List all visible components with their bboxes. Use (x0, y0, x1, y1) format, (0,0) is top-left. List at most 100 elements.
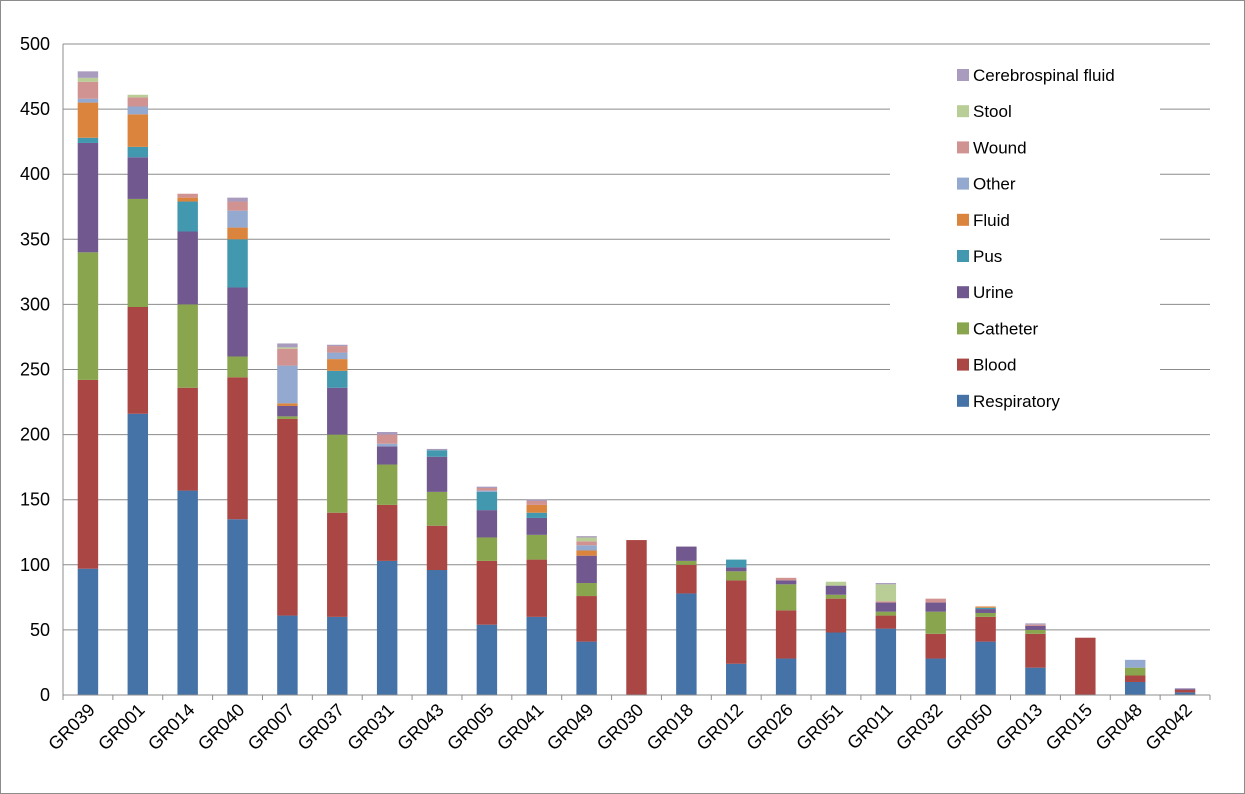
bar-segment-GR007-urine (277, 405, 298, 417)
bar-segment-GR049-respiratory (576, 641, 597, 695)
legend-swatch (957, 358, 969, 371)
bar-segment-GR049-urine (576, 555, 597, 584)
bar-segment-GR039-catheter (77, 252, 99, 380)
bar-segment-GR007-cerebrospinal-fluid (277, 343, 298, 348)
bar-segment-GR039-cerebrospinal-fluid (77, 71, 99, 78)
bar-segment-GR032-respiratory (925, 658, 946, 695)
legend-label: Cerebrospinal fluid (973, 66, 1115, 85)
bar-segment-GR040-urine (227, 287, 248, 357)
y-tick-label: 200 (20, 425, 50, 445)
x-tick-label: GR051 (792, 700, 846, 754)
bar-segment-GR007-blood (277, 418, 298, 616)
bar-segment-GR050-urine (975, 609, 996, 613)
bar-segment-GR014-catheter (177, 304, 198, 388)
bar-segment-GR037-respiratory (327, 616, 348, 695)
bar-segment-GR014-fluid (177, 197, 198, 202)
y-tick-label: 400 (20, 164, 50, 184)
bar-segment-GR039-pus (77, 137, 99, 143)
bar-segment-GR049-catheter (576, 583, 597, 597)
x-tick-label: GR011 (843, 700, 897, 754)
bar-segment-GR050-respiratory (975, 641, 996, 695)
bar-segment-GR001-pus (127, 146, 149, 158)
bar-segment-GR018-urine (676, 546, 697, 561)
bar-segment-GR049-stool (576, 537, 597, 542)
x-tick-label: GR037 (294, 700, 348, 754)
x-tick-label: GR039 (44, 700, 98, 754)
bar-segment-GR037-pus (327, 370, 348, 388)
bar-segment-GR005-urine (476, 510, 498, 538)
bar-segment-GR050-blood (975, 616, 996, 642)
bar-segment-GR007-catheter (277, 416, 298, 419)
x-tick-label: GR001 (94, 700, 148, 754)
bar-segment-GR013-wound (1025, 624, 1046, 626)
x-tick-label: GR049 (543, 700, 597, 754)
bar-segment-GR051-stool (825, 581, 847, 586)
bar-segment-GR048-blood (1124, 675, 1146, 682)
bar-segment-GR005-blood (476, 560, 498, 625)
bar-segment-GR007-stool (277, 347, 298, 349)
bar-segment-GR037-cerebrospinal-fluid (327, 344, 348, 347)
bar-segment-GR039-respiratory (77, 568, 99, 695)
bar-segment-GR051-blood (825, 598, 847, 633)
bar-segment-GR051-catheter (825, 594, 847, 599)
bar-segment-GR032-wound (925, 598, 946, 603)
legend-swatch (957, 177, 969, 190)
bar-segment-GR014-pus (177, 201, 198, 232)
legend-swatch (957, 213, 969, 226)
bar-segment-GR001-wound (127, 97, 149, 107)
bar-segment-GR007-other (277, 365, 298, 404)
x-tick-label: GR040 (194, 700, 248, 754)
bar-segment-GR037-wound (327, 346, 348, 353)
bar-segment-GR031-catheter (376, 464, 398, 505)
bar-segment-GR041-pus (526, 512, 547, 518)
y-tick-label: 100 (20, 555, 50, 575)
legend-swatch (957, 105, 969, 118)
bar-segment-GR001-urine (127, 157, 149, 199)
bar-segment-GR018-blood (676, 564, 697, 594)
bar-segment-GR007-fluid (277, 403, 298, 406)
bar-segment-GR031-urine (376, 446, 398, 465)
bar-segment-GR048-respiratory (1124, 681, 1146, 695)
legend-label: Wound (973, 138, 1027, 157)
legend-label: Urine (973, 283, 1014, 302)
bar-segment-GR041-urine (526, 517, 547, 535)
bar-segment-GR031-respiratory (376, 560, 398, 695)
bar-segment-GR041-catheter (526, 534, 547, 560)
bar-segment-GR012-blood (726, 580, 747, 664)
bar-segment-GR007-wound (277, 348, 298, 366)
bar-segment-GR040-catheter (227, 356, 248, 378)
bar-segment-GR031-wound (376, 434, 398, 444)
bar-segment-GR040-fluid (227, 227, 248, 240)
bar-segment-GR005-respiratory (476, 624, 498, 695)
bar-segment-GR050-fluid (975, 606, 996, 608)
y-tick-label: 0 (40, 685, 50, 705)
bar-segment-GR026-respiratory (775, 658, 797, 695)
legend-label: Stool (973, 102, 1012, 121)
bar-segment-GR039-urine (77, 142, 99, 253)
legend-swatch (957, 286, 969, 299)
legend-background (890, 58, 1160, 432)
bar-segment-GR043-catheter (426, 491, 448, 526)
x-tick-label: GR050 (942, 700, 996, 754)
bar-segment-GR005-wound (476, 487, 498, 491)
bar-segment-GR040-cerebrospinal-fluid (227, 197, 248, 202)
y-tick-label: 250 (20, 360, 50, 380)
bar-segment-GR014-blood (177, 387, 198, 491)
x-tick-label: GR026 (742, 700, 796, 754)
bar-segment-GR032-blood (925, 633, 946, 659)
bars (77, 71, 1196, 695)
bar-segment-GR001-stool (127, 94, 149, 98)
bar-segment-GR026-catheter (775, 584, 797, 611)
x-tick-label: GR041 (493, 700, 547, 754)
bar-segment-GR043-respiratory (426, 570, 448, 695)
bar-segment-GR041-wound (526, 501, 547, 505)
legend-label: Fluid (973, 211, 1010, 230)
bar-segment-GR039-other (77, 98, 99, 103)
bar-segment-GR026-blood (775, 610, 797, 659)
bar-segment-GR005-catheter (476, 537, 498, 561)
x-tick-label: GR031 (344, 700, 398, 754)
bar-segment-GR049-fluid (576, 550, 597, 556)
bar-segment-GR014-respiratory (177, 490, 198, 695)
bar-segment-GR032-catheter (925, 611, 946, 634)
